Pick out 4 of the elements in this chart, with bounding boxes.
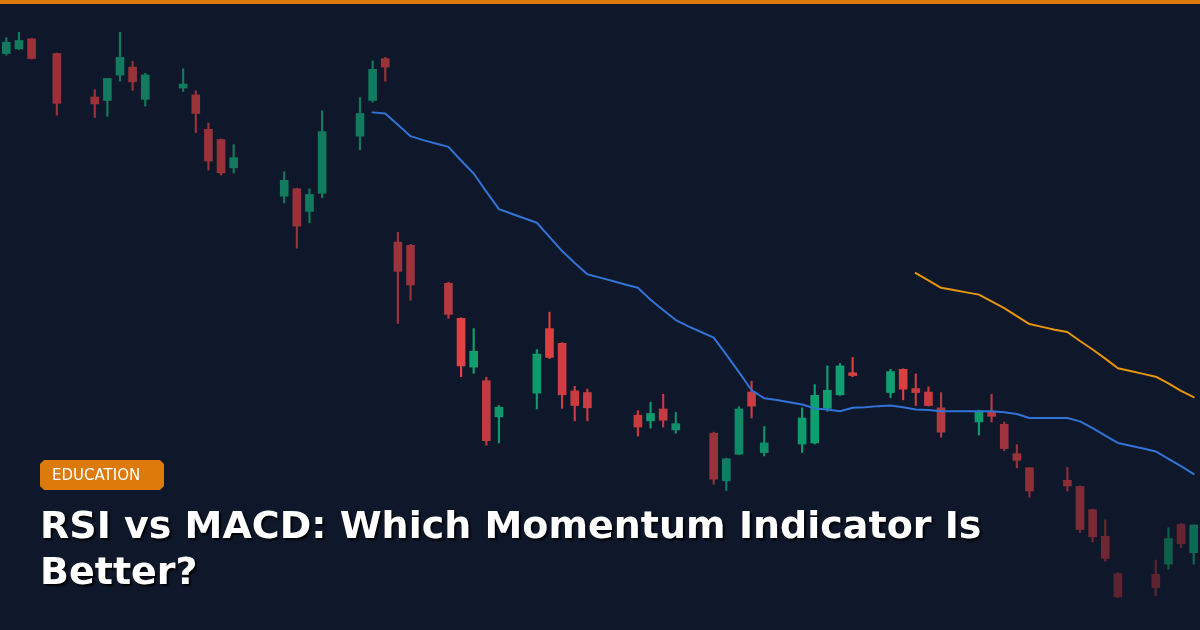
text: RSI vs MACD: Which Momentum Indicator Is Better?: [40, 502, 983, 594]
tag-badge: EDUCATION: [40, 460, 164, 490]
annotation: EDUCATION: [52, 465, 141, 484]
candlestick: [646, 401, 655, 429]
